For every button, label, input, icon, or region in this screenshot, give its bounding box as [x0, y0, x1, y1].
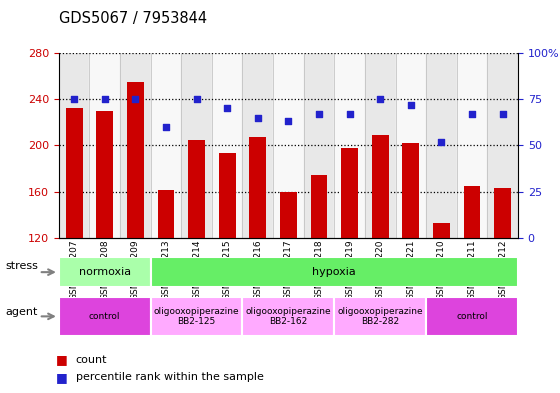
Bar: [395, 53, 426, 238]
Point: [100, 96, 109, 102]
Bar: [433, 223, 450, 238]
Bar: [304, 53, 334, 238]
Bar: [334, 297, 426, 336]
Point: [498, 111, 507, 117]
Point: [192, 96, 201, 102]
Bar: [66, 108, 82, 238]
Text: ■: ■: [56, 353, 68, 366]
Point: [131, 96, 140, 102]
Point: [284, 118, 293, 125]
Bar: [157, 191, 174, 238]
Text: oligooxopiperazine
BB2-282: oligooxopiperazine BB2-282: [338, 307, 423, 326]
Point: [437, 139, 446, 145]
Bar: [120, 53, 151, 238]
Bar: [242, 297, 334, 336]
Text: control: control: [456, 312, 488, 321]
Bar: [212, 53, 242, 238]
Text: normoxia: normoxia: [78, 267, 131, 277]
Bar: [280, 191, 297, 238]
Text: agent: agent: [6, 307, 38, 318]
Point: [69, 96, 78, 102]
Bar: [311, 175, 328, 238]
Bar: [59, 53, 90, 238]
Text: count: count: [76, 354, 107, 365]
Bar: [59, 257, 151, 287]
Bar: [365, 53, 395, 238]
Text: GDS5067 / 7953844: GDS5067 / 7953844: [59, 11, 207, 26]
Bar: [242, 53, 273, 238]
Point: [315, 111, 324, 117]
Text: control: control: [89, 312, 120, 321]
Bar: [426, 53, 457, 238]
Bar: [457, 53, 487, 238]
Bar: [464, 186, 480, 238]
Text: stress: stress: [6, 261, 39, 271]
Text: oligooxopiperazine
BB2-162: oligooxopiperazine BB2-162: [246, 307, 331, 326]
Bar: [487, 53, 518, 238]
Point: [468, 111, 477, 117]
Bar: [494, 188, 511, 238]
Text: ■: ■: [56, 371, 68, 384]
Bar: [188, 140, 205, 238]
Bar: [372, 135, 389, 238]
Point: [345, 111, 354, 117]
Point: [407, 102, 416, 108]
Text: oligooxopiperazine
BB2-125: oligooxopiperazine BB2-125: [154, 307, 239, 326]
Bar: [151, 257, 518, 287]
Bar: [59, 297, 151, 336]
Point: [223, 105, 232, 112]
Point: [253, 114, 262, 121]
Bar: [219, 154, 236, 238]
Bar: [334, 53, 365, 238]
Bar: [127, 82, 144, 238]
Text: percentile rank within the sample: percentile rank within the sample: [76, 372, 263, 382]
Bar: [273, 53, 304, 238]
Point: [376, 96, 385, 102]
Bar: [181, 53, 212, 238]
Bar: [151, 53, 181, 238]
Bar: [151, 297, 242, 336]
Bar: [341, 148, 358, 238]
Bar: [90, 53, 120, 238]
Point: [161, 124, 170, 130]
Bar: [403, 143, 419, 238]
Bar: [426, 297, 518, 336]
Text: hypoxia: hypoxia: [312, 267, 356, 277]
Bar: [249, 137, 266, 238]
Bar: [96, 111, 113, 238]
